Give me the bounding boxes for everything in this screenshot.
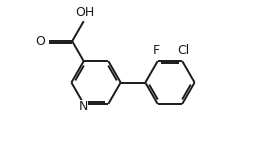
Text: N: N bbox=[78, 100, 88, 113]
Text: O: O bbox=[35, 35, 45, 48]
Text: Cl: Cl bbox=[177, 44, 189, 57]
Text: F: F bbox=[152, 44, 160, 57]
Text: OH: OH bbox=[76, 6, 95, 19]
